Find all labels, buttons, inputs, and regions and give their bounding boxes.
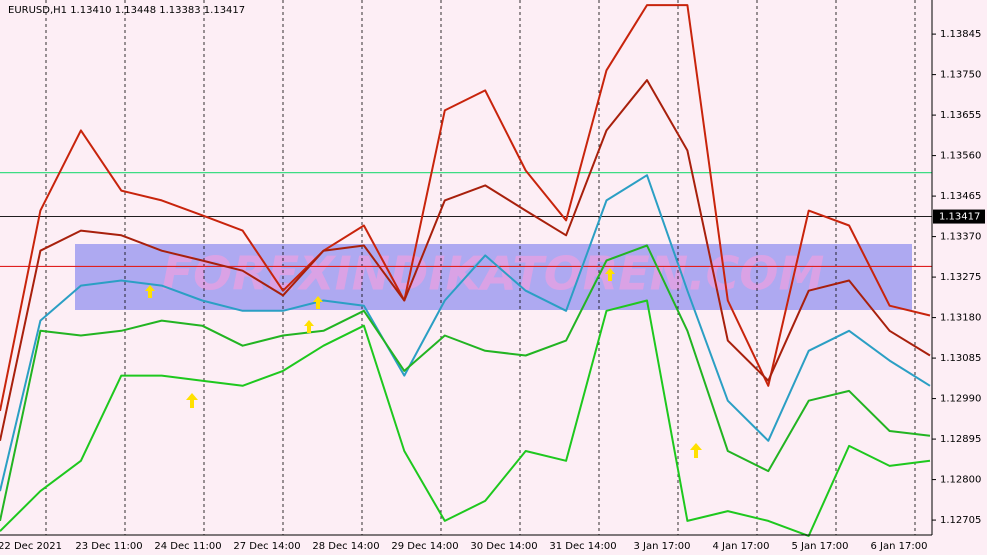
y-tick-label: 1.12895 <box>940 434 981 445</box>
y-tick-label: 1.13465 <box>940 191 981 202</box>
y-tick-label: 1.12705 <box>940 515 981 526</box>
band-line <box>0 79 931 442</box>
band-line <box>0 244 931 522</box>
arrow <box>690 443 702 458</box>
x-tick-label: 23 Dec 11:00 <box>75 541 142 552</box>
y-tick-label: 1.13180 <box>940 313 981 324</box>
y-tick-label: 1.13655 <box>940 110 981 121</box>
arrow <box>145 285 155 298</box>
x-tick-label: 4 Jan 17:00 <box>713 541 770 552</box>
band-line <box>0 174 931 492</box>
x-tick-label: 5 Jan 17:00 <box>792 541 849 552</box>
x-tick-label: 3 Jan 17:00 <box>634 541 691 552</box>
arrow <box>605 268 615 281</box>
y-tick-label: 1.13275 <box>940 272 981 283</box>
y-tick-label: 1.13750 <box>940 70 981 81</box>
x-tick-label: 24 Dec 11:00 <box>154 541 221 552</box>
x-tick-label: 28 Dec 14:00 <box>312 541 379 552</box>
y-tick-label: 1.13560 <box>940 151 981 162</box>
y-tick-label: 1.12800 <box>940 475 981 486</box>
arrow <box>304 320 314 333</box>
y-tick-label: 1.13085 <box>940 353 981 364</box>
y-tick-label: 1.13845 <box>940 29 981 40</box>
price-tag-label: 1.13417 <box>939 212 980 223</box>
x-tick-label: 6 Jan 17:00 <box>871 541 928 552</box>
x-tick-label: 30 Dec 14:00 <box>470 541 537 552</box>
x-tick-label: 31 Dec 14:00 <box>549 541 616 552</box>
x-tick-label: 27 Dec 14:00 <box>233 541 300 552</box>
chart-title: EURUSD,H1 1.13410 1.13448 1.13383 1.1341… <box>8 5 245 16</box>
x-tick-label: 22 Dec 2021 <box>0 541 62 552</box>
arrow <box>186 393 198 408</box>
y-tick-label: 1.12990 <box>940 394 981 405</box>
signal-arrows <box>145 268 702 458</box>
band-line <box>0 299 931 537</box>
watermark-band <box>75 244 912 310</box>
y-tick-label: 1.13370 <box>940 232 981 243</box>
arrow <box>313 296 323 309</box>
x-tick-label: 29 Dec 14:00 <box>391 541 458 552</box>
price-tag <box>933 209 985 224</box>
band-line <box>0 4 931 412</box>
